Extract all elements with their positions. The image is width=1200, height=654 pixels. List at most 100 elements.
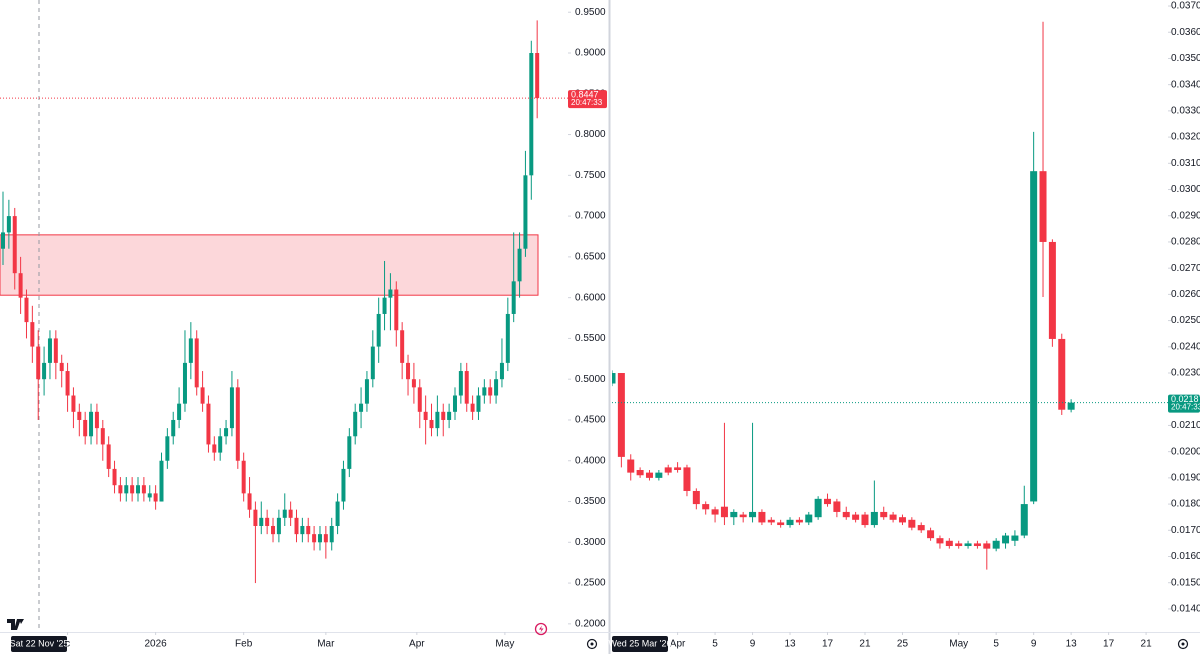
candle-body	[636, 470, 644, 476]
candle-body	[1039, 171, 1047, 242]
candle-body	[271, 525, 276, 535]
candle-body	[94, 411, 99, 429]
candle-body	[347, 436, 352, 469]
x-tick-label: May	[495, 639, 514, 650]
candle-body	[720, 506, 728, 518]
plot-area	[612, 21, 1168, 570]
candle-body	[505, 313, 510, 363]
last-price-box	[568, 90, 607, 109]
candle-body	[141, 485, 146, 494]
candle-body	[265, 517, 270, 526]
zone	[0, 234, 539, 296]
candle-body	[282, 509, 287, 518]
candle-body	[188, 338, 193, 363]
candle-body	[711, 509, 719, 515]
candle-body	[118, 485, 123, 494]
x-tick-label: Feb	[235, 639, 253, 650]
candle-body	[194, 338, 199, 388]
candle-body	[795, 519, 803, 523]
candle-body	[229, 387, 234, 429]
x-tick-label: 17	[1103, 639, 1115, 650]
candle-body	[259, 517, 264, 526]
candle-body	[523, 175, 528, 249]
y-tick-label: 0.8000	[575, 129, 606, 140]
candle-body	[370, 346, 375, 380]
x-tick-label: Apr	[670, 639, 686, 650]
candle-body	[317, 534, 322, 543]
candle-body	[382, 297, 387, 314]
y-tick-label: 0.7000	[575, 211, 606, 222]
candle-body	[758, 511, 766, 523]
candle-body	[53, 338, 58, 363]
y-tick-label: 0.7500	[575, 170, 606, 181]
candle-body	[447, 411, 452, 420]
lightning-icon[interactable]	[534, 622, 548, 636]
candle-body	[77, 411, 82, 420]
candle-body	[376, 313, 381, 347]
candle-body	[1058, 338, 1066, 410]
candle-body	[411, 379, 416, 388]
settings-icon[interactable]	[1177, 638, 1189, 650]
candle-body	[388, 289, 393, 298]
last-price-box	[1168, 394, 1200, 413]
x-tick-label: Mar	[317, 639, 335, 650]
candle-body	[6, 216, 11, 233]
candle-body	[364, 379, 369, 404]
candle-body	[730, 511, 738, 518]
candle-body	[30, 322, 35, 347]
candle-body	[59, 362, 64, 372]
candle-body	[767, 519, 775, 523]
candle-body	[452, 395, 457, 412]
candle-body	[488, 387, 493, 396]
candle-body	[852, 514, 860, 520]
x-tick-label: 5	[993, 639, 999, 650]
candle-body	[955, 543, 963, 547]
candle-body	[306, 525, 311, 535]
plot-area	[0, 0, 568, 632]
candle-body	[276, 517, 281, 535]
candle-body	[1067, 402, 1075, 410]
candle-body	[182, 362, 187, 404]
candle-body	[627, 459, 635, 473]
candle-body	[936, 538, 944, 544]
candle-body	[400, 330, 405, 363]
candle-body	[511, 281, 516, 314]
candle-body	[814, 498, 822, 518]
settings-icon[interactable]	[586, 638, 598, 650]
candle-body	[147, 493, 152, 498]
candle-body	[294, 517, 299, 535]
candle-body	[1030, 171, 1038, 502]
candle-body	[702, 504, 710, 510]
candle-body	[359, 403, 364, 412]
x-tick-label: 25	[897, 639, 909, 650]
countdown-label: 20:47:33	[571, 98, 603, 107]
candle-body	[224, 428, 229, 437]
candle-body	[165, 436, 170, 461]
candle-body	[112, 468, 117, 486]
crosshair-label-box	[11, 636, 67, 652]
candle-body	[482, 387, 487, 396]
candle-body	[945, 540, 953, 547]
y-tick-label: 0.5500	[575, 333, 606, 344]
x-tick-label: c	[65, 639, 70, 650]
candle-body	[1011, 535, 1019, 541]
candle-body	[1, 232, 5, 249]
last-price-label: 0.8447	[571, 89, 599, 99]
candle-body	[353, 411, 358, 437]
candle-body	[664, 467, 672, 473]
candle-body	[171, 419, 176, 437]
candle-body	[458, 371, 463, 396]
